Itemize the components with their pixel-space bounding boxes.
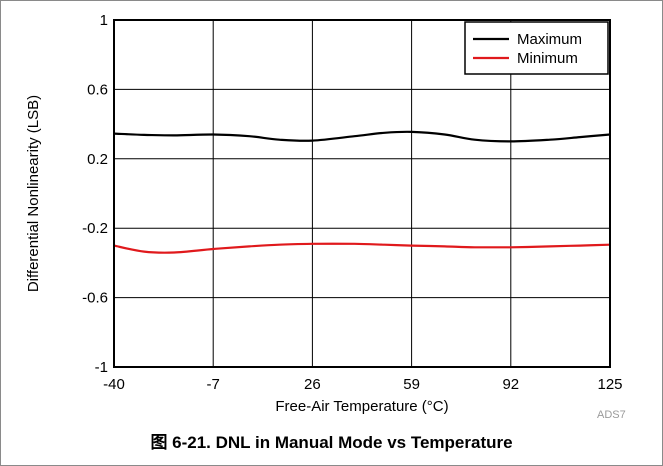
y-tick-label: 0.6 xyxy=(87,81,108,98)
y-tick-label: -0.6 xyxy=(82,290,108,307)
legend-label: Maximum xyxy=(517,31,582,48)
legend: Maximum Minimum xyxy=(464,21,609,75)
legend-box xyxy=(464,21,609,75)
x-tick-labels: -40 -7 26 59 92 125 xyxy=(103,376,622,393)
y-axis-title: Differential Nonlinearity (LSB) xyxy=(25,95,42,292)
y-tick-label: 0.2 xyxy=(87,151,108,168)
series-line-minimum xyxy=(113,242,611,254)
legend-label: Minimum xyxy=(517,50,578,67)
x-tick-label: 125 xyxy=(597,376,622,393)
series-lines xyxy=(113,130,611,254)
x-axis-title: Free-Air Temperature (°C) xyxy=(275,398,448,415)
x-tick-label: 26 xyxy=(304,376,321,393)
plot-area-border xyxy=(113,19,611,368)
x-tick-label: -7 xyxy=(207,376,220,393)
y-tick-label: 1 xyxy=(100,12,108,29)
y-tick-label: -0.2 xyxy=(82,220,108,237)
x-tick-label: -40 xyxy=(103,376,125,393)
source-label: ADS7 xyxy=(597,409,626,420)
x-tick-label: 59 xyxy=(403,376,420,393)
x-tick-label: 92 xyxy=(502,376,519,393)
y-tick-label: -1 xyxy=(95,359,108,376)
dnl-chart: -40 -7 26 59 92 125 1 0.6 0.2 -0.2 -0.6 -1 Free-Ai… xyxy=(25,12,626,420)
series-line-maximum xyxy=(113,130,611,143)
y-tick-labels: 1 0.6 0.2 -0.2 -0.6 -1 xyxy=(82,12,108,376)
figure-caption: 图 6-21. DNL in Manual Mode vs Temperatur… xyxy=(150,433,513,452)
